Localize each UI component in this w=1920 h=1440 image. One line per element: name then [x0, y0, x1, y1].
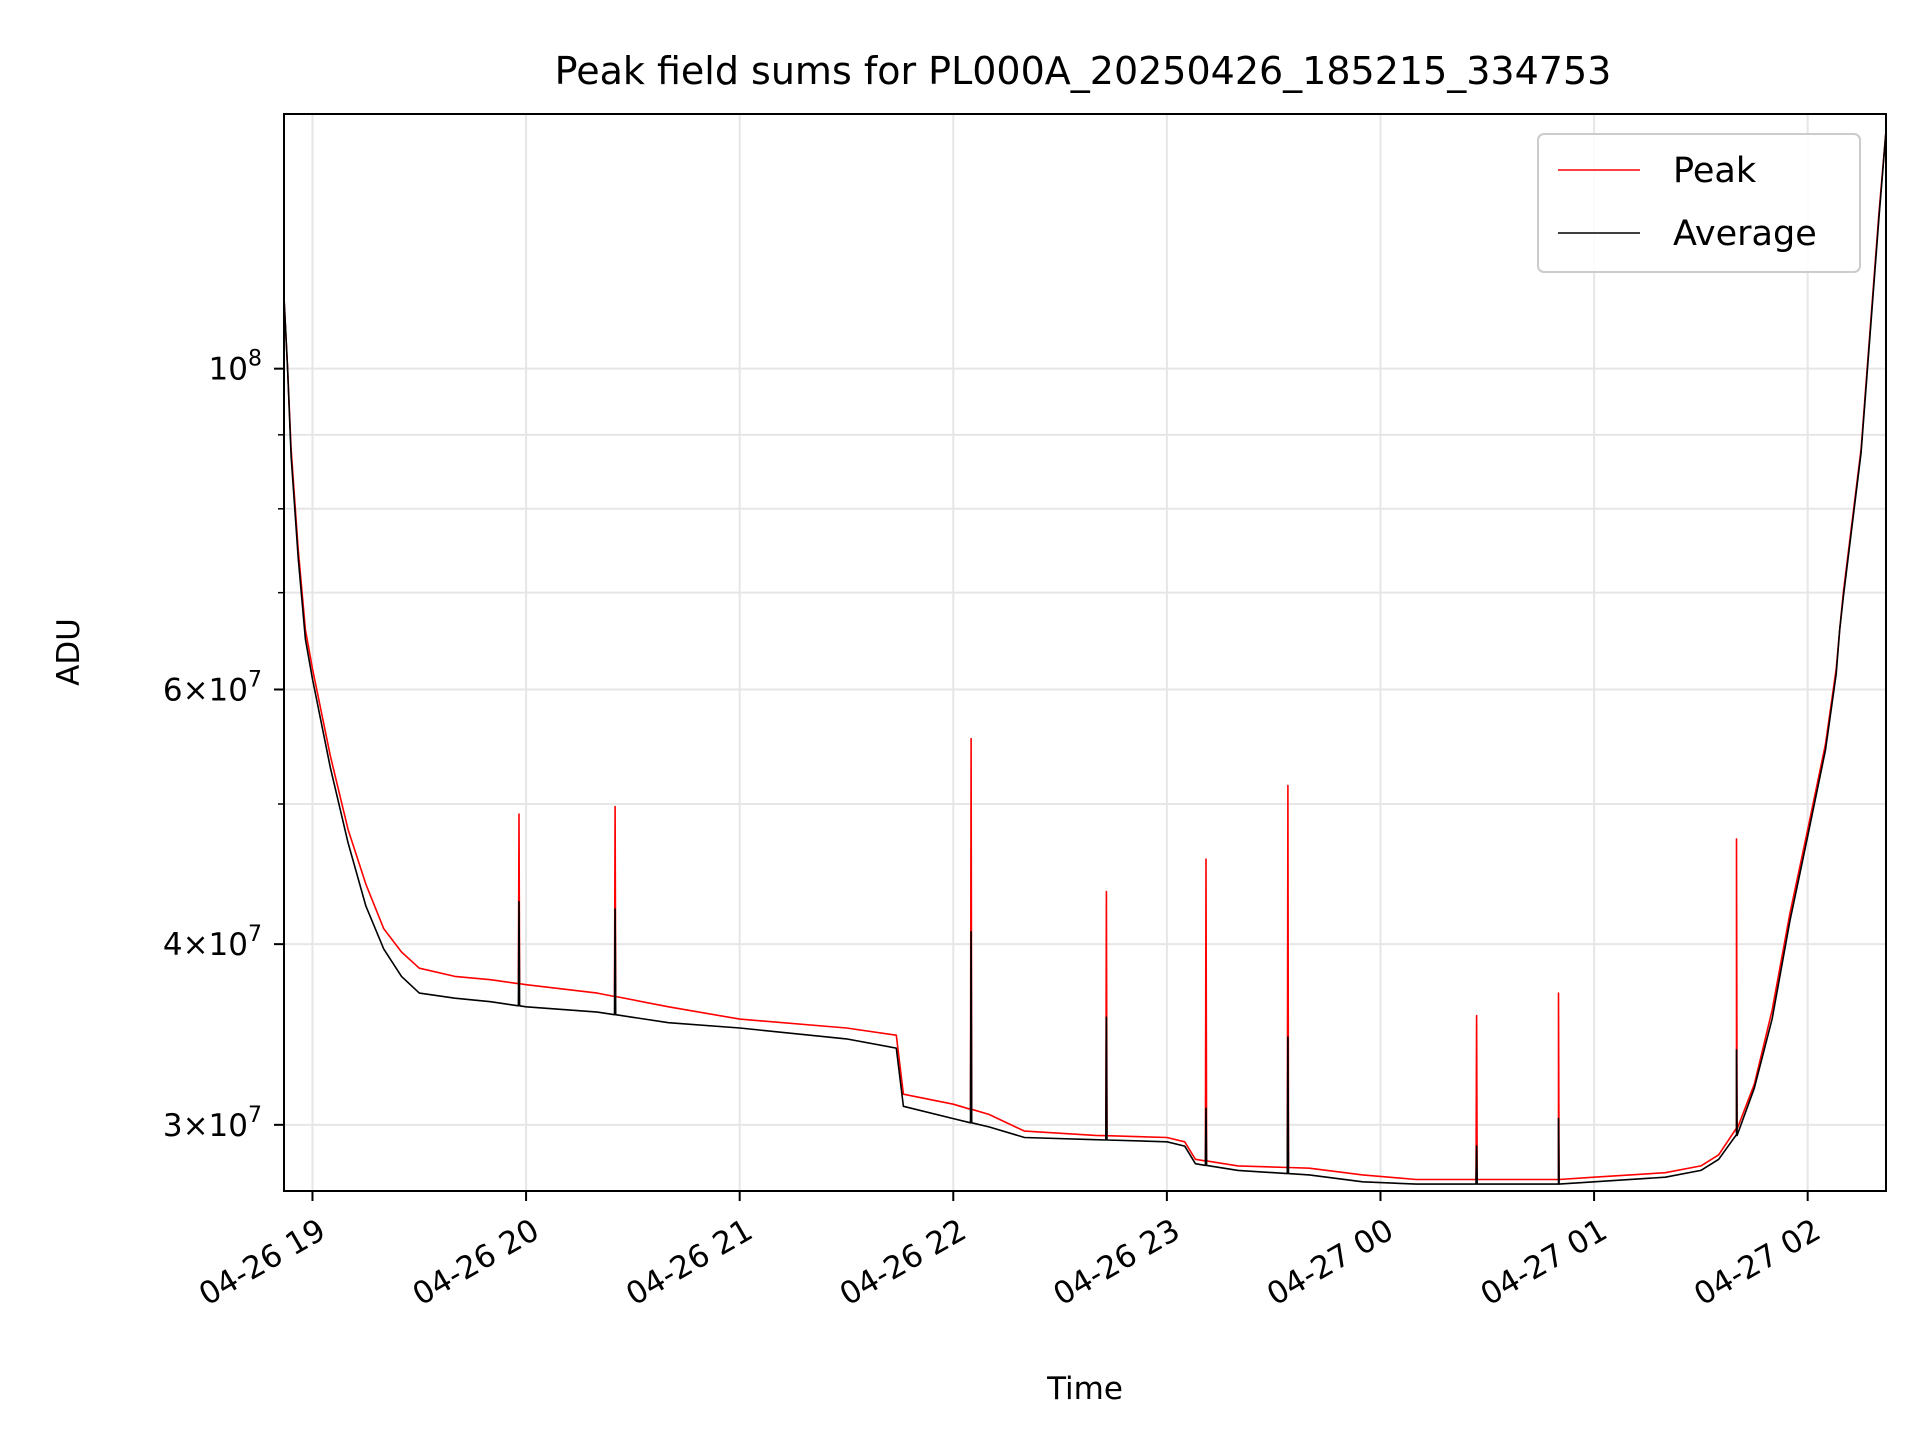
chart-title: Peak field sums for PL000A_20250426_1852…	[555, 49, 1612, 93]
legend: Peak Average	[1537, 133, 1861, 273]
y-axis-label: ADU	[51, 618, 87, 686]
y-tick-times-sign: ×	[183, 927, 209, 963]
y-tick-exponent: 7	[248, 667, 262, 692]
y-tick-label: 6×107	[163, 667, 262, 708]
y-tick-base: 10	[209, 927, 248, 963]
y-tick-base: 10	[209, 1108, 248, 1144]
y-tick-times-sign: ×	[183, 1108, 209, 1144]
series-line-average	[283, 130, 1887, 1185]
grid	[284, 114, 1886, 1191]
y-tick-base: 10	[209, 672, 248, 708]
legend-box	[1537, 133, 1861, 273]
y-tick-label: 108	[209, 347, 262, 388]
y-tick-label: 4×107	[163, 922, 262, 963]
legend-average-label: Average	[1673, 214, 1817, 254]
series-layer	[283, 130, 1887, 1185]
series-line-peak	[283, 130, 1887, 1181]
y-tick-base: 10	[209, 352, 248, 388]
y-tick-times-sign: ×	[183, 672, 209, 708]
y-tick-exponent: 7	[248, 922, 262, 947]
y-tick-label: 3×107	[163, 1103, 262, 1144]
y-tick-mantissa: 6	[163, 672, 183, 708]
y-tick-mantissa: 3	[163, 1108, 183, 1144]
y-tick-exponent: 8	[248, 347, 262, 372]
y-tick-mantissa: 4	[163, 927, 183, 963]
plot-frame	[283, 113, 1887, 1192]
x-axis-label: Time	[1046, 1371, 1123, 1407]
legend-peak-label: Peak	[1673, 151, 1757, 191]
y-tick-exponent: 7	[248, 1103, 262, 1128]
